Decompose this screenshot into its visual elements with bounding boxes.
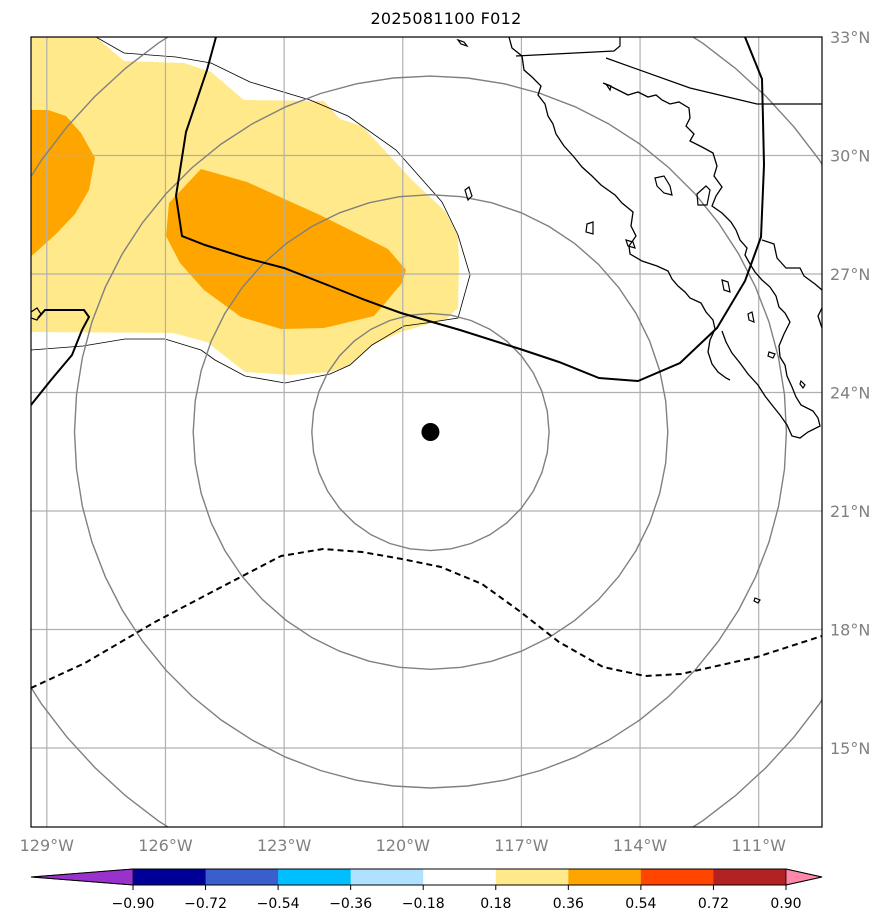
colorbar-bin [133,869,207,885]
range-ring [192,193,669,671]
coastline-east [761,239,822,329]
island [464,186,473,202]
latitude-label: 18°N [830,621,870,640]
colorbar-tick-label: −0.54 [257,896,300,912]
colorbar-bin [495,869,569,885]
latitude-label: 24°N [830,384,870,403]
longitude-label: 126°W [138,836,193,855]
graticule [31,37,822,827]
coastline [508,37,731,381]
coastline-mainland [602,82,821,439]
map-title: 2025081100 F012 [370,9,522,28]
island [696,185,711,206]
contour-thick [174,37,766,383]
latitude-labels: 33°N 30°N 27°N 24°N 21°N 18°N 15°N [830,28,870,758]
latitude-label: 33°N [830,28,870,47]
colorbar-tick-label: −0.36 [329,896,372,912]
latitude-label: 15°N [830,739,870,758]
contour-thick-west [31,309,91,406]
longitude-labels: 129°W 126°W 123°W 120°W 117°W 114°W 111°W [20,836,786,855]
colorbar-tick-label: −0.18 [402,896,445,912]
colorbar-tick-label: −0.72 [184,896,227,912]
range-ring [311,312,550,552]
storm-center-marker[interactable] [421,423,440,441]
colorbar-tick-label: 0.72 [698,896,729,912]
colorbar-under-extension [30,868,134,886]
colorbar-bin [713,869,787,885]
latitude-label: 27°N [830,265,870,284]
colorbar-bin [640,869,714,885]
colorbar-bin [205,869,279,885]
map-frame [30,36,823,828]
anomaly-contour-thin [31,37,471,384]
colorbar-bin [423,869,497,885]
anomaly-fill-orange-center [166,169,406,329]
country-border [515,37,822,105]
colorbar-bin [278,869,352,885]
island [625,239,636,249]
longitude-label: 117°W [494,836,549,855]
latitude-label: 30°N [830,147,870,166]
longitude-label: 114°W [613,836,668,855]
colorbar-over-extension [785,868,823,886]
island [753,597,761,604]
colorbar-tick-label: 0.18 [480,896,511,912]
range-ring [73,75,788,789]
island [585,221,594,235]
island [654,175,673,196]
island [604,82,612,92]
colorbar-bin [350,869,424,885]
colorbar-tick-label: −0.90 [112,896,155,912]
longitude-label: 129°W [20,836,75,855]
longitude-label: 120°W [376,836,431,855]
colorbar-tick-label: 0.54 [625,896,656,912]
contour-dashed [31,547,822,689]
island [456,38,469,48]
colorbar-tick-label: 0.36 [553,896,584,912]
island [799,379,806,390]
island [767,351,776,359]
island [721,279,731,293]
colorbar-tick-label: 0.90 [770,896,801,912]
colorbar: −0.90 −0.72 −0.54 −0.36 −0.18 0.18 0.36 0.54 0.7… [30,868,823,912]
island [747,311,755,323]
longitude-label: 123°W [257,836,312,855]
longitude-label: 111°W [732,836,787,855]
colorbar-bin [568,869,642,885]
latitude-label: 21°N [830,502,870,521]
